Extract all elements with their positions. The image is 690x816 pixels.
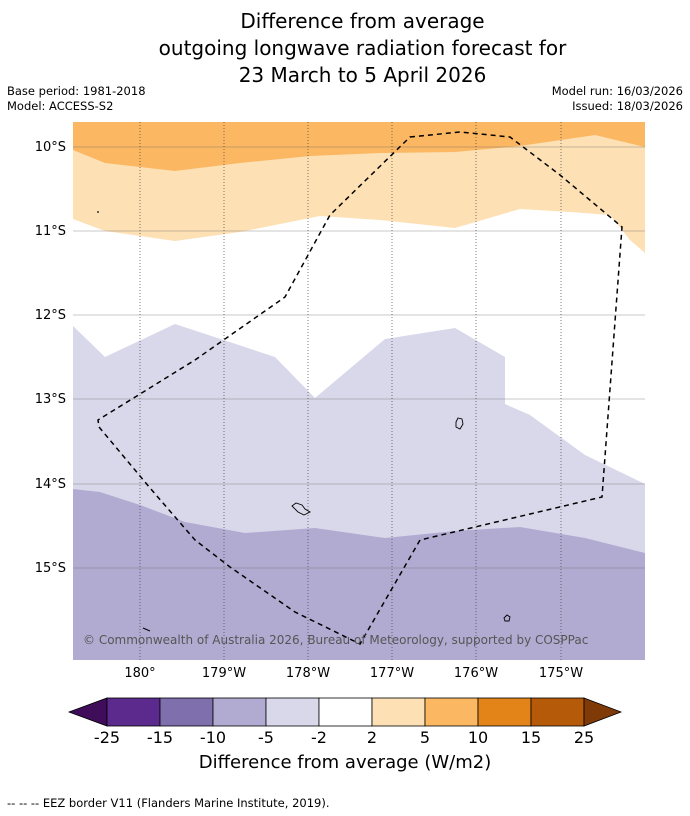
island-icon [291, 502, 311, 516]
graticule [73, 122, 645, 660]
model-run: Model run: 16/03/2026 [551, 84, 683, 98]
colorbar-segment [371, 697, 426, 727]
colorbar-segment [106, 697, 161, 727]
colorbar-tick: 25 [573, 728, 595, 747]
colorbar-arrow-low [67, 697, 108, 727]
colorbar-arrow-high [583, 697, 623, 727]
colorbar-tick: 2 [366, 728, 378, 747]
colorbar-tick: -2 [311, 728, 327, 747]
islands [97, 211, 511, 632]
colorbar-segment [477, 697, 532, 727]
colorbar-tick: 5 [419, 728, 431, 747]
colorbar-tick: -15 [146, 728, 174, 747]
lon-label: 177°W [370, 666, 414, 681]
colorbar-segment [265, 697, 320, 727]
lat-label: 15°S [35, 561, 66, 576]
lat-label: 10°S [35, 140, 66, 155]
anomaly-band-minus5-to-minus10 [73, 489, 645, 660]
lon-label: 178°W [286, 666, 330, 681]
model-name: Model: ACCESS-S2 [7, 99, 114, 113]
colorbar-segment [424, 697, 479, 727]
latitude-labels: 10°S 11°S 12°S 13°S 14°S 15°S [35, 140, 66, 576]
colorbar-tick: -10 [199, 728, 227, 747]
colorbar-segment [318, 697, 373, 727]
lon-label: 179°W [202, 666, 246, 681]
lat-label: 13°S [35, 392, 66, 407]
title-line-2: outgoing longwave radiation forecast for [158, 36, 567, 60]
base-period: Base period: 1981-2018 [7, 84, 146, 98]
meta-right: Model run: 16/03/2026 Issued: 18/03/2026 [552, 84, 683, 114]
anomaly-map: 10°S 11°S 12°S 13°S 14°S 15°S 180° 179°W… [35, 122, 645, 727]
colorbar-segment [159, 697, 214, 727]
colorbar-tick: -5 [258, 728, 274, 747]
colorbar-title: Difference from average (W/m2) [198, 752, 492, 773]
colorbar-segment [212, 697, 267, 727]
anomaly-band-5-to-10 [73, 122, 645, 171]
chart-title: Difference from average outgoing longwav… [0, 8, 690, 89]
lat-label: 14°S [35, 477, 66, 492]
lon-label: 175°W [539, 666, 583, 681]
title-line-3: 23 March to 5 April 2026 [238, 63, 487, 87]
island-icon [503, 614, 511, 622]
colorbar [67, 697, 623, 727]
copyright-notice: © Commonwealth of Australia 2026, Bureau… [83, 633, 589, 647]
issued-date: Issued: 18/03/2026 [572, 99, 683, 113]
map-area [73, 122, 645, 660]
title-line-1: Difference from average [240, 9, 485, 33]
island-icon [455, 417, 464, 430]
lat-label: 11°S [35, 224, 66, 239]
colorbar-tick: -25 [93, 728, 121, 747]
lon-label: 180° [124, 666, 155, 681]
longitude-labels: 180° 179°W 178°W 177°W 176°W 175°W [124, 666, 583, 681]
island-icon [142, 627, 151, 632]
colorbar-tick: 10 [467, 728, 489, 747]
island-icon [97, 211, 99, 213]
source-note: -- -- -- EEZ border V11 (Flanders Marine… [7, 796, 330, 810]
lon-label: 176°W [454, 666, 498, 681]
meta-left: Base period: 1981-2018 Model: ACCESS-S2 [7, 84, 146, 114]
colorbar-segment [530, 697, 585, 727]
eez-border [97, 131, 623, 645]
colorbar-tick: 15 [520, 728, 542, 747]
lat-label: 12°S [35, 308, 66, 323]
